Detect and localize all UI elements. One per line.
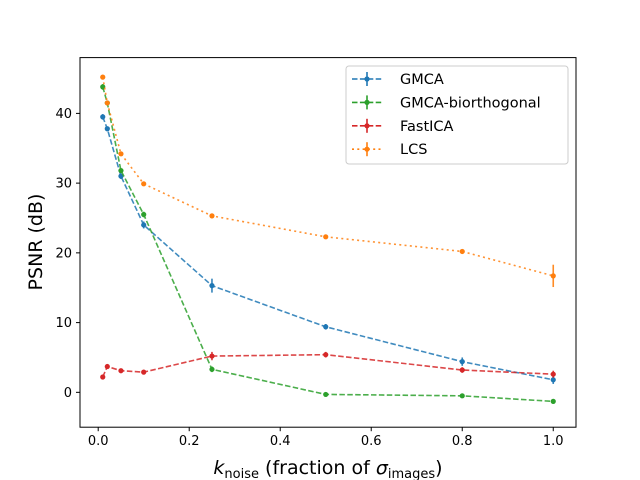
data-point	[118, 173, 124, 179]
data-point	[209, 366, 215, 372]
legend-marker-swatch	[364, 99, 370, 105]
legend-label: GMCA	[400, 72, 444, 88]
series-layer	[100, 74, 556, 404]
data-point	[118, 368, 124, 374]
legend-label: GMCA-biorthogonal	[400, 95, 541, 111]
legend-entry: LCS	[352, 142, 427, 158]
legend: GMCA GMCA-biorthogonal FastICA LCS	[345, 65, 569, 165]
legend-entry: GMCA-biorthogonal	[352, 95, 541, 111]
y-tick-label: 30	[55, 177, 72, 192]
series-line	[101, 76, 554, 277]
legend-entry: GMCA	[352, 72, 444, 88]
y-axis-label: PSNR (dB)	[25, 194, 47, 291]
x-axis-label-text: (fraction of	[259, 457, 376, 479]
y-axis-ticks: 0 10 20 30 40	[55, 107, 80, 401]
x-axis-label-close: )	[435, 457, 442, 479]
data-point	[118, 151, 124, 157]
x-tick-label: 0.8	[452, 434, 473, 449]
data-point	[459, 367, 465, 373]
data-point	[141, 211, 147, 218]
data-point	[323, 234, 329, 240]
data-point	[323, 352, 329, 358]
data-point	[141, 369, 147, 375]
x-axis-label-images-subscript: images	[388, 467, 435, 480]
series-line	[102, 353, 554, 378]
data-point	[118, 167, 124, 174]
data-point	[104, 126, 110, 132]
x-tick-label: 0.6	[361, 434, 382, 449]
x-axis-label-sigma: σ	[376, 457, 389, 479]
legend-label: LCS	[400, 142, 427, 158]
y-tick-label: 40	[55, 107, 72, 122]
series-lcs	[100, 74, 556, 288]
data-point	[100, 374, 106, 380]
data-point	[550, 273, 556, 279]
data-point	[100, 114, 106, 120]
data-point	[550, 398, 556, 404]
data-point	[141, 222, 147, 228]
legend-marker-swatch	[364, 123, 370, 129]
y-tick-label: 10	[55, 316, 72, 331]
y-tick-label: 20	[55, 246, 72, 261]
data-point	[459, 359, 465, 365]
data-point	[459, 393, 465, 399]
data-point	[104, 100, 110, 106]
x-axis-label-noise-subscript: noise	[224, 467, 259, 480]
data-point	[550, 377, 556, 383]
y-tick-label: 0	[64, 386, 72, 401]
data-point	[104, 363, 110, 370]
x-axis-label-k: k	[213, 457, 225, 479]
data-point	[141, 181, 147, 187]
x-tick-label: 0.2	[179, 434, 200, 449]
legend-marker-swatch	[364, 146, 370, 152]
series-fastica	[100, 351, 556, 380]
x-tick-label: 1.0	[543, 434, 564, 449]
data-point	[209, 353, 215, 359]
data-point	[209, 213, 215, 219]
legend-entry: FastICA	[352, 118, 454, 135]
data-point	[550, 371, 556, 377]
series-line	[102, 116, 554, 381]
data-point	[100, 74, 106, 80]
legend-box	[345, 65, 569, 165]
x-tick-label: 0.0	[88, 434, 109, 449]
data-point	[459, 248, 465, 255]
legend-label: FastICA	[400, 119, 454, 135]
x-axis-ticks: 0.0 0.2 0.4 0.6 0.8 1.0	[88, 427, 564, 449]
data-point	[323, 324, 329, 330]
data-point	[323, 391, 329, 398]
legend-marker-swatch	[364, 76, 370, 82]
data-point	[209, 283, 215, 289]
x-tick-label: 0.4	[270, 434, 291, 449]
x-axis-label: knoise (fraction of σimages)	[213, 457, 442, 480]
series-gmca	[100, 114, 556, 384]
